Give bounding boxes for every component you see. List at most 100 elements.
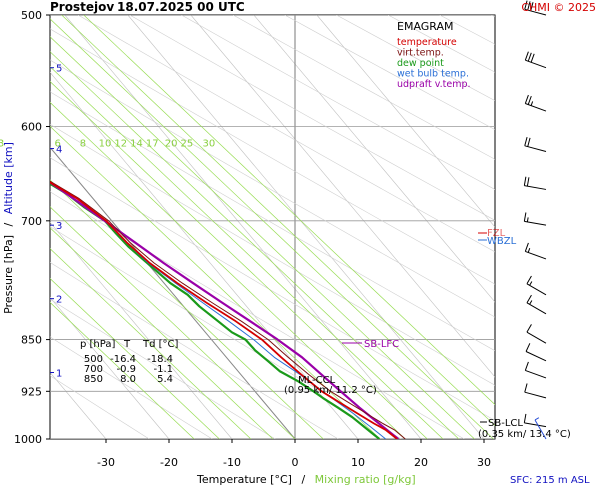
wind-barb-staff bbox=[534, 419, 547, 440]
table-row-850-t: 8.0 bbox=[120, 374, 136, 385]
x-axis-label-mixing: Mixing ratio [g/kg] bbox=[315, 473, 416, 486]
isotherm-line bbox=[50, 146, 296, 439]
ml-ccl-info: (0.95 km/ 11.2 °C) bbox=[284, 385, 377, 396]
mixing-ratio-label: 10 bbox=[99, 139, 112, 150]
series-layer bbox=[50, 180, 406, 439]
dry-adiabat-line bbox=[50, 59, 495, 318]
table-header-td: Td [°C] bbox=[142, 339, 179, 350]
mixing-ratio-line bbox=[61, 15, 495, 427]
dry-adiabat-line bbox=[50, 375, 150, 439]
wind-barb-feather bbox=[524, 136, 528, 146]
mixing-ratio-line bbox=[50, 179, 324, 439]
wind-barb-half-feather bbox=[530, 101, 534, 106]
wind-barb-half-feather bbox=[534, 417, 540, 421]
dry-adiabat-line bbox=[491, 15, 495, 18]
wind-barb bbox=[523, 413, 547, 428]
wind-barb-half-feather bbox=[526, 217, 529, 222]
isotherm-line bbox=[50, 71, 359, 439]
pressure-tick-label: 1000 bbox=[14, 433, 42, 446]
table-row-500-td: -18.4 bbox=[147, 354, 173, 365]
mixing-ratio-label: 12 bbox=[114, 139, 127, 150]
wind-barb-feather bbox=[524, 0, 528, 10]
mixing-ratio-line bbox=[50, 206, 296, 439]
altitude-tick-label: 4 bbox=[56, 145, 62, 156]
wind-barb-feather bbox=[526, 275, 532, 285]
isotherm-line bbox=[50, 221, 233, 439]
wind-barb-staff bbox=[524, 185, 547, 190]
wind-barb-feather bbox=[526, 294, 532, 304]
wind-barb-feather bbox=[524, 383, 528, 393]
wind-barb bbox=[524, 94, 547, 112]
mixing-ratio-line bbox=[50, 125, 381, 439]
wind-barb-feather bbox=[530, 2, 534, 12]
isotherm-line bbox=[50, 296, 170, 439]
mixing-ratio-line bbox=[50, 18, 494, 439]
mixing-ratio-label: 17 bbox=[146, 139, 159, 150]
ml-ccl-label: ML-CCL bbox=[298, 375, 336, 386]
pressure-tick-label: 850 bbox=[21, 334, 42, 347]
pressure-tick-label: 925 bbox=[21, 385, 42, 398]
y-axis-title: Pressure [hPa] / Altitude [km] bbox=[2, 142, 15, 314]
dry-adiabat-line bbox=[50, 123, 495, 386]
wind-barb bbox=[526, 324, 547, 344]
legend-entry: temperature bbox=[397, 37, 457, 48]
wind-barb bbox=[524, 51, 547, 69]
wind-barb-feather bbox=[525, 343, 531, 352]
temperature-tick-label: 10 bbox=[351, 456, 365, 469]
isotherm-line bbox=[253, 15, 495, 303]
table-header-p: p [hPa] bbox=[80, 339, 115, 350]
wind-barb-feather bbox=[523, 212, 527, 222]
wind-barb-feather bbox=[526, 324, 532, 333]
surface-elevation: SFC: 215 m ASL bbox=[510, 475, 590, 486]
sb-lfc-label: SB-LFC bbox=[364, 339, 399, 350]
wind-barb bbox=[523, 176, 547, 190]
wind-barb-feather bbox=[524, 51, 529, 61]
grid bbox=[50, 15, 600, 439]
wind-barb-feather bbox=[527, 1, 531, 11]
wind-barb-half-feather bbox=[529, 281, 533, 286]
temperature-tick-label: 0 bbox=[292, 456, 299, 469]
datetime-label: 18.07.2025 00 UTC bbox=[117, 0, 245, 14]
chart-title: EMAGRAM bbox=[397, 20, 454, 33]
wind-barb-staff bbox=[525, 250, 547, 260]
mixing-ratio-line bbox=[50, 248, 252, 439]
x-axis-label: Temperature [°C] bbox=[196, 473, 292, 486]
wind-barb-staff bbox=[524, 145, 547, 152]
legend-entry: wet bulb temp. bbox=[397, 69, 469, 80]
series-line-virt-temp bbox=[50, 180, 406, 439]
wind-barb bbox=[524, 383, 547, 399]
table-row-500-p: 500 bbox=[84, 354, 103, 365]
mixing-ratio-line bbox=[50, 81, 428, 439]
series-line-dew-point bbox=[50, 182, 381, 439]
mixing-ratio-line bbox=[50, 51, 460, 439]
wind-barb-feather bbox=[530, 53, 535, 63]
wind-barb-feather bbox=[524, 94, 529, 104]
wind-barb-feather bbox=[523, 413, 527, 423]
isotherm-line bbox=[64, 15, 422, 439]
table-row-700-p: 700 bbox=[84, 364, 103, 375]
pressure-tick-label: 700 bbox=[21, 215, 42, 228]
series-line-updraft bbox=[50, 180, 399, 439]
dry-adiabat-line bbox=[595, 15, 600, 439]
y-axis-separator: / bbox=[2, 222, 15, 226]
y-axis-label: Pressure [hPa] bbox=[2, 235, 15, 314]
temperature-tick-label: -30 bbox=[97, 456, 115, 469]
isotherm-line bbox=[127, 15, 485, 439]
mixing-ratio-line bbox=[83, 15, 495, 406]
isotherm-line bbox=[316, 15, 495, 228]
dry-adiabat-line bbox=[50, 157, 495, 421]
dry-adiabat-line bbox=[129, 15, 495, 221]
station-name: Prostejov bbox=[50, 0, 114, 14]
mixing-ratio-label: 8 bbox=[80, 139, 86, 150]
y-axis-label-altitude: Altitude [km] bbox=[2, 142, 15, 214]
mixing-ratio-line bbox=[50, 278, 220, 439]
wind-barb-feather bbox=[526, 177, 530, 187]
series-line-temperature bbox=[50, 181, 398, 439]
wind-barb-feather bbox=[527, 95, 532, 105]
dry-adiabat-line bbox=[77, 15, 495, 253]
wind-barb-staff bbox=[524, 391, 547, 399]
altitude-tick-label: 1 bbox=[56, 369, 62, 380]
wind-barb-feather bbox=[527, 52, 532, 62]
